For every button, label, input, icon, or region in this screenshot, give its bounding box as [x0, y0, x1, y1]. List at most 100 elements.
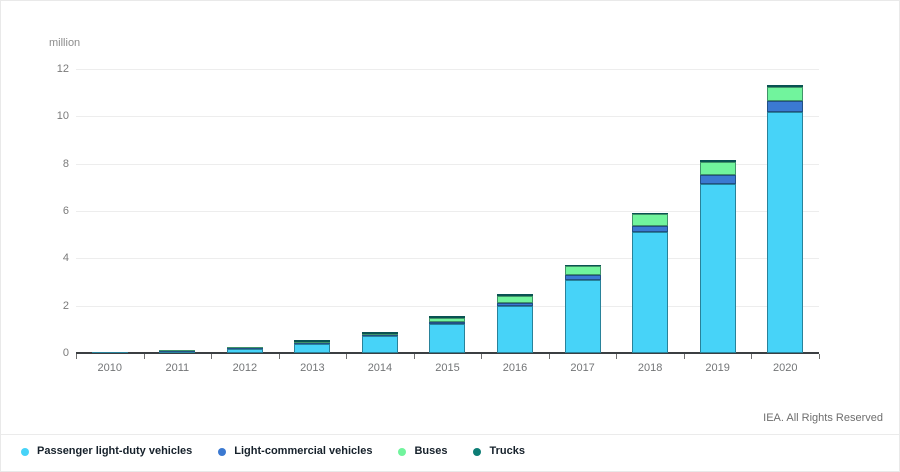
bar-group-2018: [616, 69, 684, 353]
x-axis-tick: [683, 354, 685, 359]
bar-group-2017: [549, 69, 617, 353]
y-tick-label-8: 8: [62, 157, 69, 170]
segment-2019-buses[interactable]: [699, 161, 736, 175]
segment-2014-trucks[interactable]: [361, 332, 398, 334]
segment-2018-trucks[interactable]: [632, 212, 669, 215]
segment-2013-buses[interactable]: [294, 341, 331, 343]
segment-2015-light-commercial-vehicles[interactable]: [429, 321, 466, 324]
x-axis-tick: [346, 354, 348, 359]
legend-label: Trucks: [489, 445, 525, 457]
legend-item-light-commercial-vehicles[interactable]: Light-commercial vehicles: [218, 445, 372, 458]
stacked-bar-2012[interactable]: [226, 346, 263, 353]
stacked-bar-2019[interactable]: [699, 160, 736, 353]
x-tick-label-2017: 2017: [570, 362, 595, 374]
stacked-bar-2020[interactable]: [767, 85, 804, 353]
x-tick-label-2012: 2012: [232, 362, 258, 374]
segment-2020-light-commercial-vehicles[interactable]: [767, 100, 804, 112]
bar-group-2020: [751, 69, 819, 353]
y-axis-unit-label: million: [49, 37, 81, 49]
x-axis-tick: [548, 354, 550, 359]
segment-2017-buses[interactable]: [564, 266, 601, 276]
bar-group-2014: [346, 69, 414, 353]
segment-2014-light-commercial-vehicles[interactable]: [361, 335, 398, 337]
segment-2016-buses[interactable]: [497, 295, 534, 304]
segment-2015-buses[interactable]: [429, 317, 466, 322]
stacked-bar-2018[interactable]: [632, 212, 669, 353]
segment-2016-trucks[interactable]: [497, 294, 534, 296]
bar-group-2019: [684, 69, 752, 353]
segment-2013-trucks[interactable]: [294, 340, 331, 342]
gridline-4: [76, 258, 819, 260]
segment-2018-passenger-light-duty-vehicles[interactable]: [632, 232, 669, 353]
x-tick-label-2019: 2019: [705, 362, 730, 374]
bar-group-2012: [211, 69, 279, 353]
y-tick-label-6: 6: [62, 205, 69, 217]
segment-2011-buses[interactable]: [159, 349, 196, 351]
bar-group-2015: [414, 69, 482, 353]
x-tick-label-2014: 2014: [367, 362, 393, 374]
x-axis-tick: [616, 354, 618, 359]
segment-2020-passenger-light-duty-vehicles[interactable]: [767, 111, 804, 353]
segment-2013-light-commercial-vehicles[interactable]: [294, 342, 331, 344]
segment-2012-passenger-light-duty-vehicles[interactable]: [226, 348, 263, 353]
legend-divider: [1, 434, 899, 435]
stacked-bar-2014[interactable]: [361, 332, 398, 353]
x-axis-tick: [211, 354, 213, 359]
x-axis-tick: [76, 354, 77, 359]
legend-item-trucks[interactable]: Trucks: [473, 445, 525, 458]
segment-2011-light-commercial-vehicles[interactable]: [159, 350, 196, 352]
x-tick-label-2018: 2018: [637, 362, 663, 374]
legend-item-buses[interactable]: Buses: [398, 445, 447, 458]
segment-2019-light-commercial-vehicles[interactable]: [699, 174, 736, 184]
legend-color-dot: [473, 447, 482, 456]
bar-group-2016: [481, 69, 549, 353]
stacked-bar-2016[interactable]: [497, 294, 534, 353]
gridline-6: [76, 211, 819, 212]
stacked-bar-2011[interactable]: [159, 349, 196, 353]
bar-group-2013: [279, 69, 347, 353]
stacked-bar-2017[interactable]: [564, 264, 601, 353]
x-axis-tick: [819, 354, 820, 359]
segment-2014-passenger-light-duty-vehicles[interactable]: [361, 336, 398, 353]
y-tick-label-2: 2: [62, 299, 69, 312]
segment-2020-trucks[interactable]: [767, 85, 804, 87]
segment-2018-buses[interactable]: [632, 214, 669, 226]
chart-legend: Passenger light-duty vehicles Light-comme…: [21, 445, 525, 458]
segment-2010-passenger-light-duty-vehicles[interactable]: [91, 352, 128, 353]
y-tick-label-12: 12: [56, 63, 69, 75]
segment-2016-passenger-light-duty-vehicles[interactable]: [497, 306, 534, 353]
gridline-10: [76, 116, 819, 118]
bar-group-2010: [76, 69, 144, 353]
segment-2020-buses[interactable]: [767, 86, 804, 101]
segment-2015-passenger-light-duty-vehicles[interactable]: [429, 323, 466, 353]
x-tick-label-2020: 2020: [772, 362, 798, 374]
x-axis-line: [76, 352, 819, 354]
stacked-bar-2013[interactable]: [294, 340, 331, 353]
legend-item-passenger-light-duty-vehicles[interactable]: Passenger light-duty vehicles: [21, 445, 192, 458]
segment-2018-light-commercial-vehicles[interactable]: [632, 225, 669, 233]
segment-2017-light-commercial-vehicles[interactable]: [564, 275, 601, 280]
segment-2017-passenger-light-duty-vehicles[interactable]: [564, 279, 601, 353]
stacked-bar-2015[interactable]: [429, 316, 466, 353]
legend-label: Buses: [414, 445, 448, 457]
gridline-8: [76, 163, 819, 165]
segment-2015-trucks[interactable]: [429, 316, 466, 318]
gridline-12: [76, 69, 819, 70]
segment-2014-buses[interactable]: [361, 333, 398, 336]
segment-2017-trucks[interactable]: [564, 264, 601, 267]
segment-2011-passenger-light-duty-vehicles[interactable]: [159, 351, 196, 353]
stacked-bar-2010[interactable]: [91, 352, 128, 353]
plot-area: 0 2 4 6 8 10 12 2010 2011 2012 2013 2014 2015 2016 201…: [57, 63, 820, 374]
legend-label: Passenger light-duty vehicles: [37, 445, 193, 457]
bar-group-2011: [144, 69, 212, 353]
segment-2019-passenger-light-duty-vehicles[interactable]: [699, 183, 736, 353]
x-tick-label-2011: 2011: [165, 362, 190, 374]
segment-2019-trucks[interactable]: [699, 160, 736, 162]
x-tick-label-2013: 2013: [300, 362, 325, 374]
segment-2012-light-commercial-vehicles[interactable]: [226, 347, 263, 349]
x-tick-label-2015: 2015: [435, 362, 460, 374]
y-tick-label-0: 0: [62, 347, 69, 359]
segment-2016-light-commercial-vehicles[interactable]: [497, 303, 534, 307]
segment-2013-passenger-light-duty-vehicles[interactable]: [294, 343, 331, 353]
segment-2012-buses[interactable]: [226, 346, 263, 348]
